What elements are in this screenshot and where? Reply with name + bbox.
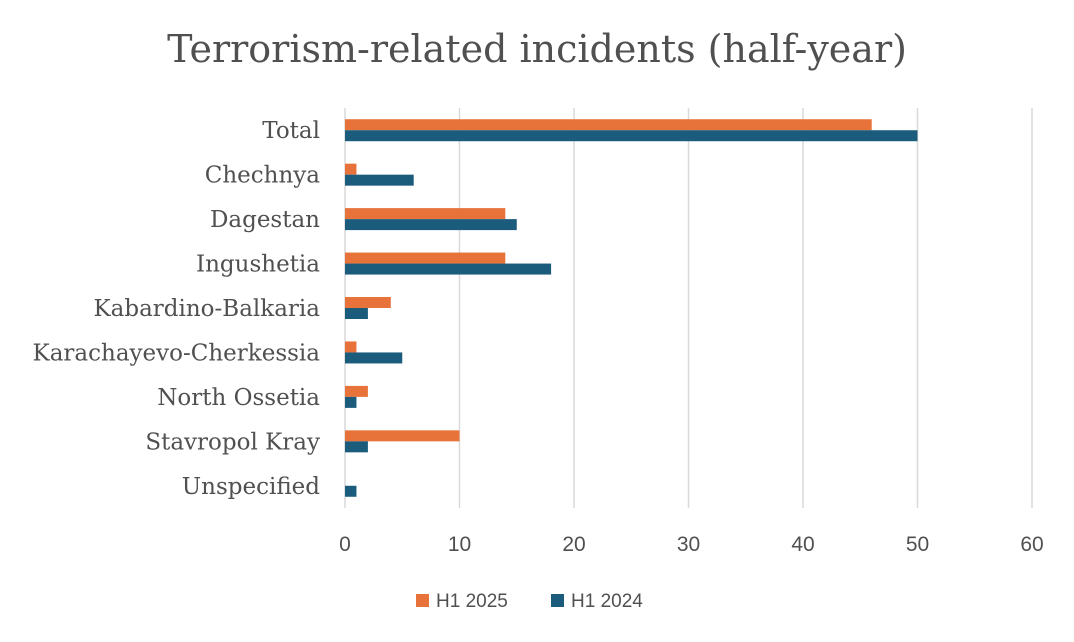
bar-1-0 [345,130,918,142]
x-tick-label: 60 [1020,533,1043,556]
category-label: Unspecified [182,474,321,500]
category-label: Total [262,118,320,144]
bar-1-8 [345,485,357,497]
bar-0-1 [345,163,357,175]
legend-label: H1 2024 [571,591,643,612]
legend-swatch [551,594,564,607]
category-label: Karachayevo-Cherkessia [33,340,321,366]
category-label: Dagestan [210,207,320,233]
x-tick-label: 0 [339,533,351,556]
category-labels: Total Chechnya Dagestan Ingushetia Kabardino… [33,118,321,500]
bar-1-7 [345,441,368,453]
bars [345,119,918,497]
x-tick-label: 30 [677,533,700,556]
legend-swatch [416,594,429,607]
category-label: Stavropol Kray [145,429,320,455]
bar-1-3 [345,263,552,275]
bar-1-6 [345,396,357,408]
category-label: Chechnya [205,163,321,189]
x-tick-label: 20 [562,533,585,556]
bar-0-4 [345,297,391,308]
bar-0-0 [345,119,872,131]
category-label: North Ossetia [157,385,320,411]
bar-1-5 [345,352,403,364]
x-tick-label: 10 [448,533,471,556]
bar-0-5 [345,341,357,353]
bar-1-1 [345,174,414,186]
x-axis-tick-labels: 0 10 20 30 40 50 60 [339,533,1044,556]
gridlines [344,108,1033,508]
x-tick-label: 40 [791,533,814,556]
bar-1-2 [345,219,517,231]
legend-label: H1 2025 [436,591,508,612]
category-label: Kabardino-Balkaria [93,296,320,322]
bar-0-2 [345,208,506,220]
bar-0-7 [345,430,460,442]
x-tick-label: 50 [906,533,929,556]
bar-0-3 [345,252,506,264]
legend: H1 2025 H1 2024 [416,591,643,612]
category-label: Ingushetia [196,252,320,278]
bar-1-4 [345,308,368,319]
chart-title: Terrorism-related incidents (half-year) [167,27,907,71]
bar-0-6 [345,385,368,397]
